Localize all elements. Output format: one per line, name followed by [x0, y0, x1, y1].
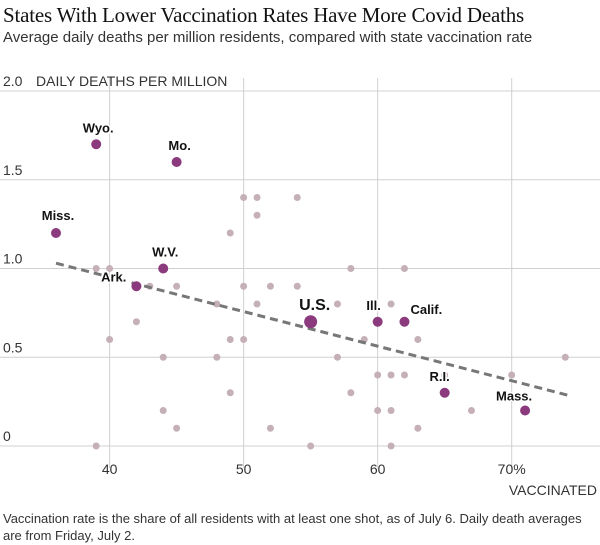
state-point: [508, 371, 516, 379]
gridlines: 0 0.5 1.0 1.5 2.0 40 50 60 70%: [0, 73, 600, 477]
state-labels: Wyo. Mo. Miss. W.V. Ark. U.S. Ill. Calif. R.I. Ma…: [40, 119, 533, 405]
y-tick-label: 1.0: [3, 251, 23, 267]
state-point: [173, 424, 181, 432]
state-point: [414, 424, 422, 432]
state-point: [226, 389, 234, 397]
state-point: [374, 407, 382, 414]
highlighted-state-point: [520, 405, 531, 416]
state-point: [159, 407, 167, 414]
state-point: [467, 407, 475, 414]
state-point: [132, 318, 140, 326]
state-point: [173, 282, 181, 290]
highlighted-state-point: [91, 139, 102, 150]
state-point: [561, 353, 569, 361]
state-point: [226, 336, 234, 343]
y-tick-label: 2.0: [3, 73, 23, 89]
state-point: [387, 442, 395, 450]
state-point: [293, 194, 301, 201]
highlighted-state-point: [158, 263, 169, 274]
x-tick-label: 50: [236, 461, 252, 477]
x-tick-label: 40: [102, 461, 118, 477]
state-point: [266, 282, 274, 290]
chart-subtitle: Average daily deaths per million residen…: [3, 29, 533, 46]
highlighted-state-point: [171, 157, 182, 167]
state-point: [106, 336, 114, 343]
state-point: [106, 265, 114, 272]
state-point: [387, 300, 395, 308]
state-point: [441, 371, 449, 379]
trend-line: [55, 261, 573, 398]
state-label: Mo.: [168, 138, 190, 153]
state-point: [387, 407, 395, 414]
state-point: [400, 371, 408, 379]
highlighted-state-point: [304, 315, 318, 329]
state-point: [240, 282, 248, 290]
state-label: U.S.: [299, 297, 330, 314]
state-point: [213, 353, 221, 361]
y-tick-label: 1.5: [3, 162, 23, 178]
state-label: Ark.: [101, 269, 126, 284]
chart-title: States With Lower Vaccination Rates Have…: [3, 3, 524, 27]
state-point: [387, 371, 395, 379]
state-point: [266, 424, 274, 432]
state-point: [253, 300, 261, 308]
y-tick-label: 0: [3, 428, 11, 444]
state-point: [213, 300, 221, 308]
state-label: Mass.: [496, 389, 532, 404]
state-label: Calif.: [410, 302, 442, 317]
state-point: [159, 353, 167, 361]
state-point: [333, 300, 341, 308]
state-point: [92, 442, 100, 450]
state-point: [333, 353, 341, 361]
highlighted-state-point: [51, 228, 61, 238]
state-point: [414, 336, 422, 343]
other-states-points: [92, 194, 569, 450]
state-point: [253, 194, 261, 201]
x-tick-label: 60: [370, 461, 386, 477]
state-point: [293, 282, 301, 290]
state-point: [240, 194, 248, 201]
state-point: [307, 442, 315, 450]
footnote: Vaccination rate is the share of all res…: [3, 511, 582, 543]
state-point: [347, 265, 355, 272]
state-point: [400, 265, 408, 272]
state-point: [226, 229, 234, 237]
highlighted-state-point: [372, 316, 383, 327]
state-label: Wyo.: [83, 120, 114, 135]
y-tick-label: 0.5: [3, 339, 23, 355]
state-point: [92, 265, 100, 272]
state-label: R.I.: [430, 369, 450, 384]
highlighted-state-point: [399, 316, 410, 327]
state-label: Miss.: [42, 208, 75, 223]
highlighted-state-point: [131, 281, 142, 292]
state-point: [374, 371, 382, 379]
highlighted-states-points: [51, 139, 531, 416]
state-point: [347, 389, 355, 397]
state-point: [240, 336, 248, 343]
state-label: Ill.: [366, 298, 380, 313]
highlighted-state-point: [439, 387, 450, 398]
x-tick-label: 70%: [498, 461, 526, 477]
state-point: [253, 211, 261, 219]
x-axis-title: VACCINATED: [509, 482, 597, 498]
y-axis-title: DAILY DEATHS PER MILLION: [36, 73, 227, 89]
state-label: W.V.: [152, 245, 178, 260]
